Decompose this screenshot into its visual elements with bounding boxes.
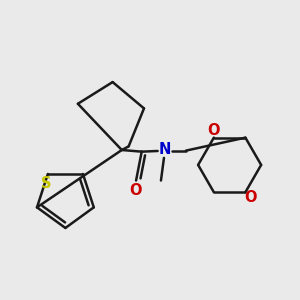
Text: O: O — [244, 190, 257, 205]
Text: S: S — [41, 176, 51, 191]
Text: N: N — [159, 142, 171, 157]
Text: O: O — [208, 123, 220, 138]
Text: O: O — [129, 183, 141, 198]
